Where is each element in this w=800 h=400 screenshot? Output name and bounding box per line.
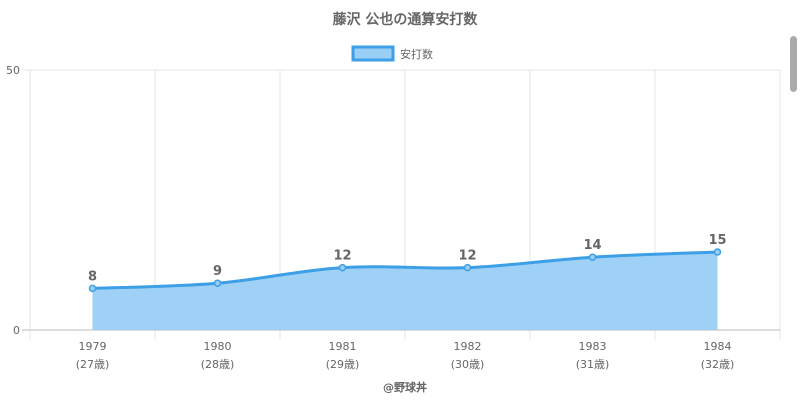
data-point[interactable]: [588, 253, 597, 261]
series-line: [92, 250, 718, 290]
series-area: [92, 252, 718, 330]
data-label: 12: [333, 249, 351, 264]
data-label: 8: [88, 269, 97, 284]
x-tick-age-label: (30歳): [451, 358, 485, 371]
y-tick-label: 50: [6, 64, 20, 77]
series-points: [88, 248, 722, 293]
data-label: 15: [708, 233, 726, 248]
x-axis-ticks: 1979 (27歳) 1980 (28歳) 1981 (29歳) 1982 (30歳) 1983…: [76, 340, 735, 371]
x-tick-label: 1980: [204, 340, 232, 353]
scrollbar-thumb[interactable]: [790, 36, 797, 92]
x-tick-label: 1982: [454, 340, 482, 353]
x-tick-age-label: (31歳): [576, 358, 610, 371]
data-label: 12: [458, 249, 476, 264]
x-tick-label: 1979: [79, 340, 107, 353]
credit: @野球丼: [383, 380, 427, 394]
data-point[interactable]: [338, 263, 347, 272]
y-axis-ticks: 0 50: [6, 64, 20, 337]
x-tick-age-label: (27歳): [76, 358, 110, 371]
legend-swatch: [351, 45, 395, 62]
x-tick-label: 1981: [329, 340, 357, 353]
x-tick-label: 1984: [704, 340, 732, 353]
data-point[interactable]: [213, 279, 222, 287]
x-tick-label: 1983: [579, 340, 607, 353]
data-label: 14: [583, 238, 601, 253]
legend-label: 安打数: [400, 47, 433, 61]
data-point[interactable]: [713, 248, 722, 256]
data-point[interactable]: [463, 263, 472, 272]
data-point[interactable]: [88, 284, 97, 293]
legend[interactable]: 安打数: [351, 45, 433, 62]
x-tick-age-label: (28歳): [201, 358, 235, 371]
chart-title: 藤沢 公也の通算安打数: [333, 11, 479, 28]
x-tick-age-label: (32歳): [701, 358, 735, 371]
data-label: 9: [213, 264, 222, 279]
x-tick-age-label: (29歳): [326, 358, 360, 371]
data-labels: 8 9 12 12 14 15: [88, 233, 727, 284]
y-tick-label: 0: [13, 324, 20, 337]
